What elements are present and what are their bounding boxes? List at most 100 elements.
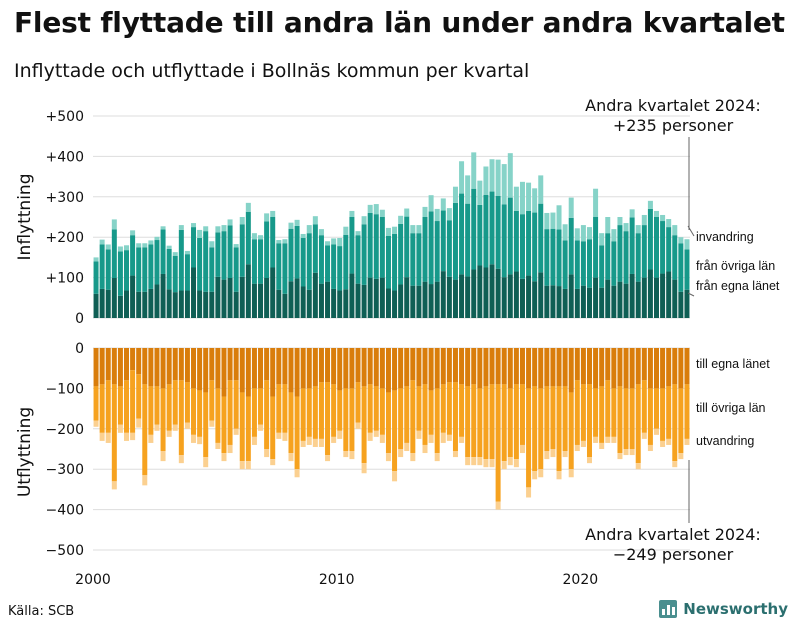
bar-till-övriga-län — [282, 384, 288, 433]
bar-utvandring — [245, 461, 251, 470]
bar-från-egna-länet — [276, 289, 282, 318]
bar-från-egna-länet — [623, 283, 629, 318]
bar-till-egna-länet — [215, 348, 221, 389]
bar-invandring — [434, 208, 440, 222]
bar-till-egna-länet — [635, 348, 641, 385]
newsworthy-logo: Newsworthy — [659, 600, 788, 618]
bar-från-egna-länet — [593, 277, 599, 318]
bar-invandring — [343, 226, 349, 235]
bar-utvandring — [392, 471, 398, 482]
bar-invandring — [221, 225, 227, 232]
bar-utvandring — [203, 457, 209, 468]
bar-från-övriga-län — [270, 217, 276, 268]
bar-till-egna-länet — [684, 348, 690, 385]
bar-från-egna-länet — [611, 285, 617, 318]
bar-från-egna-länet — [343, 289, 349, 318]
bar-utvandring — [422, 444, 428, 454]
bar-till-egna-länet — [532, 348, 538, 387]
bar-utvandring — [166, 430, 172, 437]
bar-invandring — [568, 197, 574, 218]
bar-till-övriga-län — [562, 386, 568, 452]
bar-från-övriga-län — [483, 194, 489, 268]
bar-från-övriga-län — [373, 214, 379, 279]
bar-till-övriga-län — [373, 386, 379, 431]
bar-till-övriga-län — [270, 396, 276, 460]
bar-utvandring — [93, 420, 99, 427]
bar-till-övriga-län — [331, 384, 337, 437]
bar-till-egna-länet — [398, 348, 404, 389]
bar-från-övriga-län — [245, 211, 251, 265]
bar-utvandring — [635, 463, 641, 470]
bar-från-övriga-län — [519, 214, 525, 279]
bar-utvandring — [130, 432, 136, 441]
bar-invandring — [160, 226, 166, 230]
bar-till-övriga-län — [337, 390, 343, 431]
bar-från-egna-länet — [538, 272, 544, 318]
bar-invandring — [385, 227, 391, 236]
bar-till-egna-länet — [111, 348, 117, 385]
bar-till-övriga-län — [635, 384, 641, 464]
brand-name: Newsworthy — [683, 600, 788, 618]
bar-från-egna-länet — [264, 278, 270, 318]
bar-invandring — [416, 225, 422, 234]
bar-till-egna-länet — [154, 348, 160, 387]
bar-till-övriga-län — [197, 390, 203, 437]
bar-utvandring — [611, 436, 617, 443]
bar-från-övriga-län — [325, 245, 331, 282]
annotation-line1: Andra kvartalet 2024: — [585, 525, 761, 544]
bar-invandring — [111, 219, 117, 230]
bar-utvandring — [325, 455, 331, 462]
bar-till-egna-länet — [373, 348, 379, 387]
bar-utvandring — [562, 451, 568, 458]
bar-till-egna-länet — [294, 348, 300, 397]
bar-invandring — [233, 244, 239, 248]
bar-till-övriga-län — [471, 384, 477, 458]
bar-till-övriga-län — [264, 380, 270, 449]
bar-utvandring — [544, 451, 550, 460]
bar-utvandring — [276, 432, 282, 439]
bar-från-egna-länet — [605, 279, 611, 318]
bar-invandring — [93, 257, 99, 262]
bar-från-övriga-län — [678, 243, 684, 292]
bar-invandring — [635, 225, 641, 234]
bar-från-egna-länet — [495, 268, 501, 318]
bar-utvandring — [184, 422, 190, 429]
bar-invandring — [209, 241, 215, 248]
bar-till-egna-länet — [519, 348, 525, 385]
bar-utvandring — [586, 457, 592, 464]
bar-utvandring — [178, 455, 184, 464]
bar-invandring — [544, 212, 550, 230]
bar-från-övriga-län — [361, 224, 367, 285]
bar-till-egna-länet — [617, 348, 623, 387]
bar-utvandring — [580, 440, 586, 447]
bar-från-övriga-län — [343, 234, 349, 290]
bar-från-övriga-län — [513, 210, 519, 272]
bar-från-egna-länet — [471, 269, 477, 318]
bar-invandring — [166, 245, 172, 249]
y-tick-label: −400 — [46, 503, 84, 519]
bar-invandring — [422, 206, 428, 217]
bar-till-egna-länet — [434, 348, 440, 389]
bar-från-övriga-län — [422, 217, 428, 282]
bar-utvandring — [568, 469, 574, 478]
bar-invandring — [647, 200, 653, 209]
y-tick-label: −300 — [46, 462, 84, 478]
bar-utvandring — [672, 461, 678, 468]
bar-till-egna-länet — [605, 348, 611, 381]
bar-från-egna-länet — [203, 291, 209, 318]
y-axis-label: Inflyttning — [15, 174, 35, 261]
page-subtitle: Inflyttade och utflyttade i Bollnäs komm… — [14, 60, 530, 82]
bar-från-övriga-län — [550, 228, 556, 286]
bar-från-övriga-län — [385, 235, 391, 289]
bar-från-egna-länet — [434, 281, 440, 318]
bar-invandring — [617, 217, 623, 226]
bar-från-egna-länet — [416, 285, 422, 318]
bar-från-övriga-län — [495, 195, 501, 269]
bar-från-egna-länet — [385, 288, 391, 318]
bar-från-övriga-län — [684, 249, 690, 290]
bar-invandring — [392, 226, 398, 234]
bar-från-egna-länet — [117, 295, 123, 318]
bar-till-egna-länet — [191, 348, 197, 389]
bar-utvandring — [154, 424, 160, 431]
